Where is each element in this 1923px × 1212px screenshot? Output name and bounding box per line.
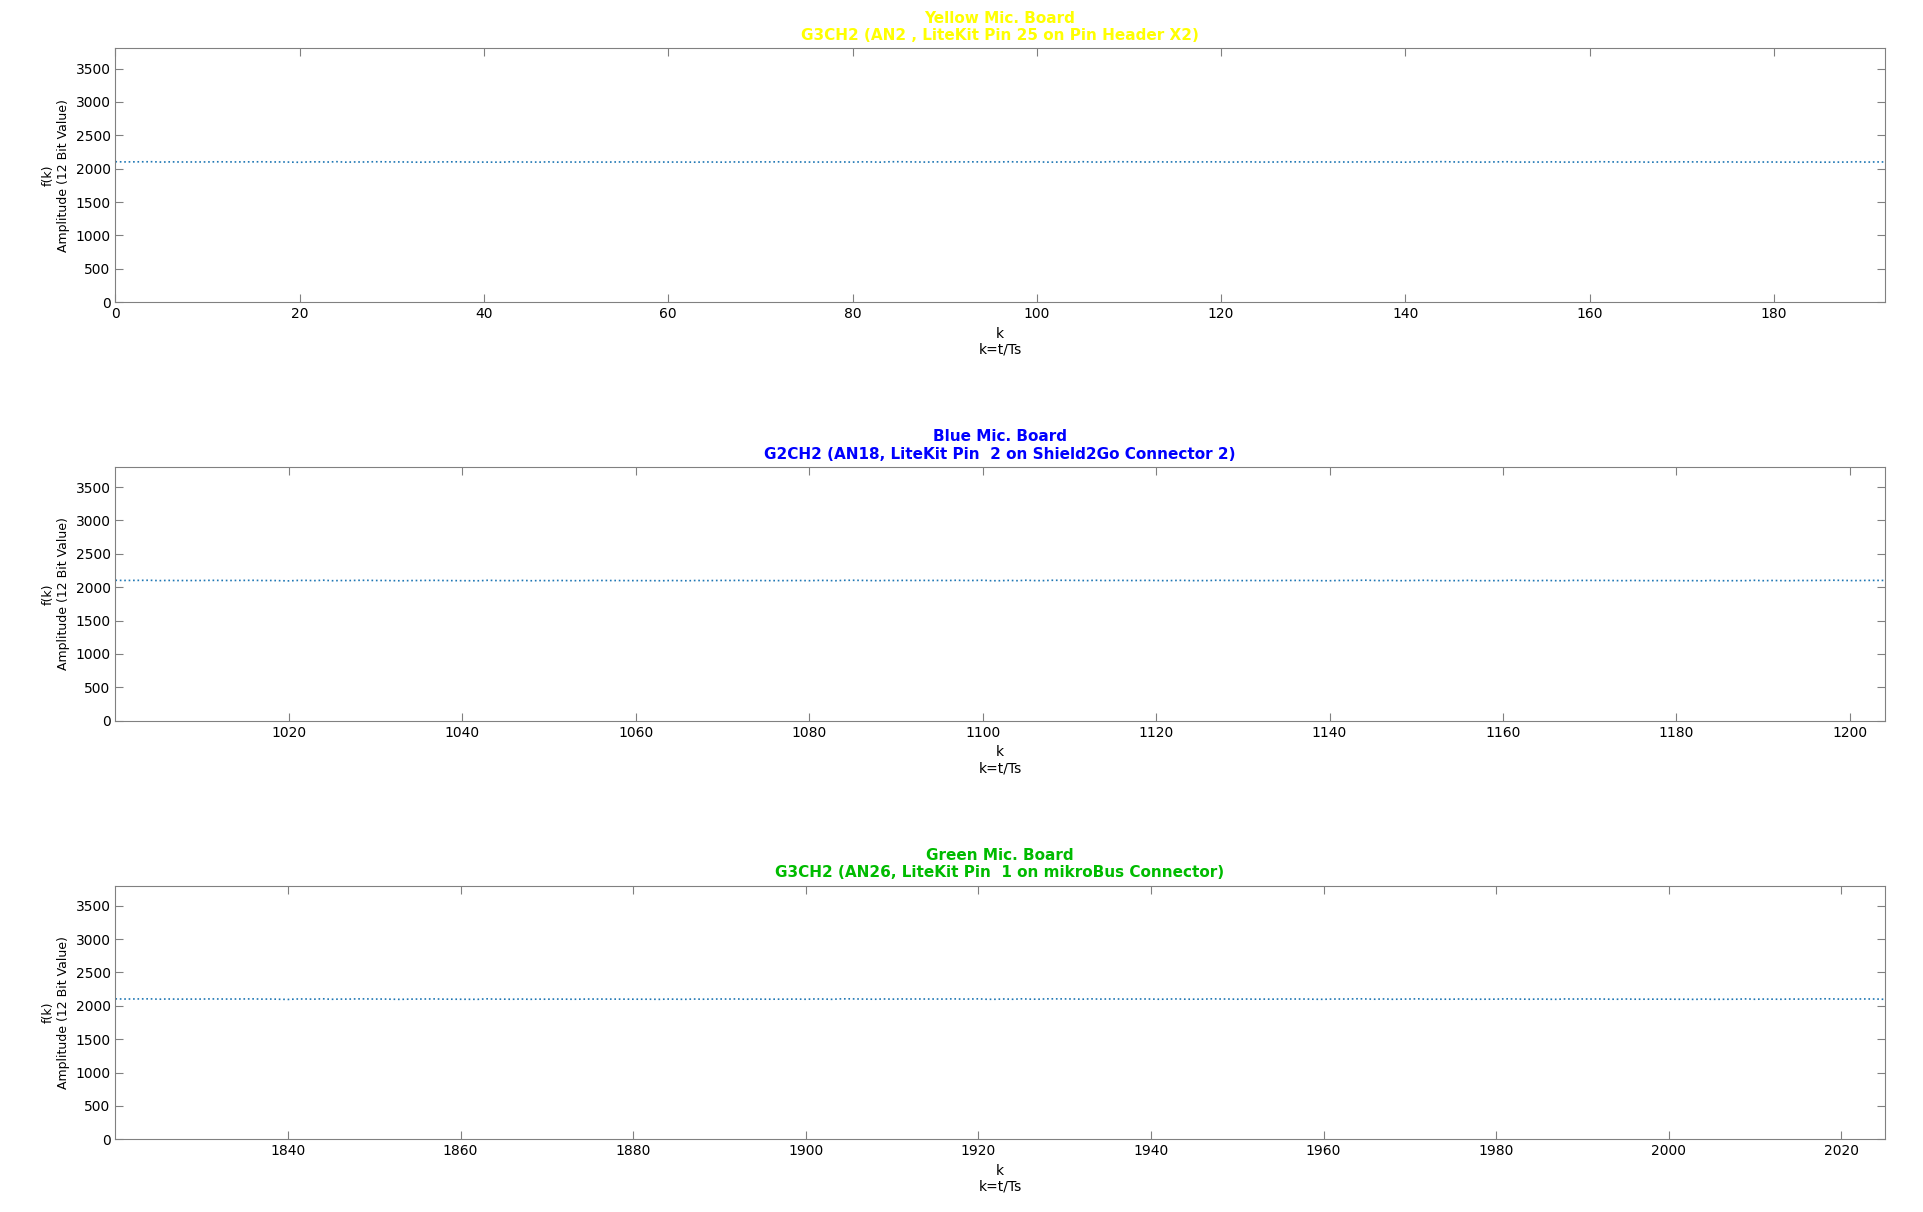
Y-axis label: f(k)
Amplitude (12 Bit Value): f(k) Amplitude (12 Bit Value)	[42, 518, 69, 670]
Title: Yellow Mic. Board
G3CH2 (AN2 , LiteKit Pin 25 on Pin Header X2): Yellow Mic. Board G3CH2 (AN2 , LiteKit P…	[802, 11, 1198, 44]
X-axis label: k
k=t/Ts: k k=t/Ts	[979, 745, 1021, 776]
Title: Blue Mic. Board
G2CH2 (AN18, LiteKit Pin  2 on Shield2Go Connector 2): Blue Mic. Board G2CH2 (AN18, LiteKit Pin…	[763, 429, 1236, 462]
Title: Green Mic. Board
G3CH2 (AN26, LiteKit Pin  1 on mikroBus Connector): Green Mic. Board G3CH2 (AN26, LiteKit Pi…	[775, 848, 1225, 880]
Y-axis label: f(k)
Amplitude (12 Bit Value): f(k) Amplitude (12 Bit Value)	[42, 936, 69, 1088]
X-axis label: k
k=t/Ts: k k=t/Ts	[979, 1164, 1021, 1194]
Y-axis label: f(k)
Amplitude (12 Bit Value): f(k) Amplitude (12 Bit Value)	[42, 99, 69, 252]
X-axis label: k
k=t/Ts: k k=t/Ts	[979, 326, 1021, 356]
